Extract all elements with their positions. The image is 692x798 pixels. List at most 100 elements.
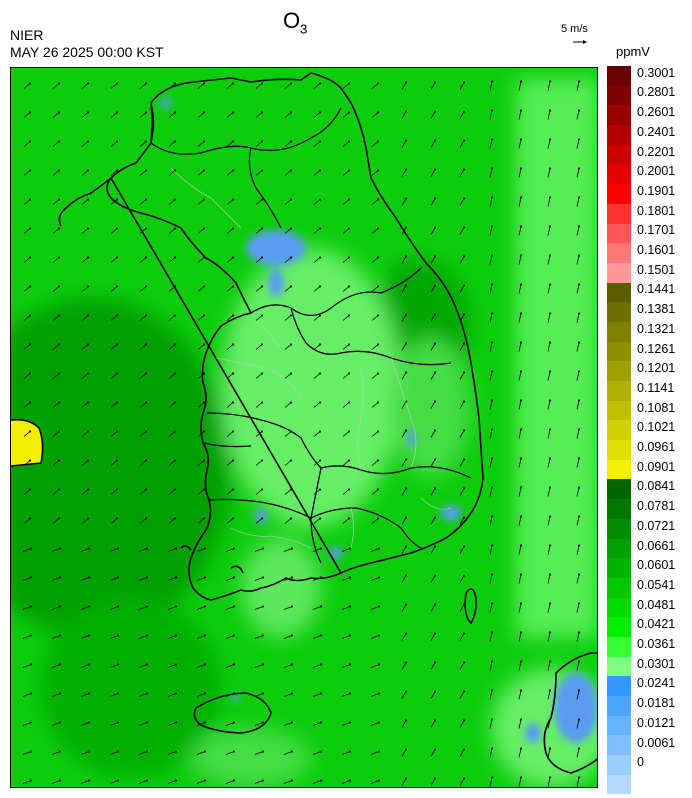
wind-arrow-head: [577, 283, 581, 286]
wind-arrow-head: [144, 82, 148, 85]
wind-arrow: [22, 693, 32, 697]
wind-arrow: [489, 400, 493, 410]
wind-arrow-head: [404, 255, 408, 258]
wind-arrow-head: [348, 721, 352, 724]
wind-arrow: [81, 170, 89, 176]
wind-arrow: [371, 257, 379, 263]
wind-arrow: [371, 315, 379, 321]
wind-arrow-head: [404, 168, 408, 171]
wind-arrow-head: [289, 314, 293, 317]
wind-arrow-head: [318, 82, 322, 85]
wind-arrow-head: [347, 82, 351, 85]
colorbar-tick-label: 0.2601: [637, 105, 676, 120]
wind-arrow-head: [202, 111, 206, 114]
wind-arrow: [489, 545, 493, 555]
wind-arrow: [197, 83, 205, 89]
wind-arrow-head: [577, 80, 581, 83]
wind-arrow: [430, 546, 436, 554]
wind-arrow-head: [433, 139, 437, 142]
wind-arrow: [459, 662, 465, 670]
wind-arrow: [52, 489, 60, 495]
wind-arrow: [167, 606, 177, 610]
wind-arrow: [312, 664, 322, 668]
wind-arrow-head: [318, 372, 322, 375]
wind-arrow-head: [319, 663, 323, 666]
wind-arrow: [313, 257, 321, 263]
wind-arrow: [518, 342, 522, 352]
wind-arrow-head: [404, 284, 408, 287]
wind-arrow-head: [577, 370, 581, 373]
wind-arrow: [371, 518, 379, 524]
wind-arrow-head: [116, 547, 120, 550]
wind-arrow-head: [28, 401, 32, 404]
wind-arrow-head: [115, 343, 119, 346]
wind-arrow-head: [519, 486, 523, 489]
wind-arrow: [139, 170, 147, 176]
wind-arrow-head: [289, 459, 293, 462]
wind-arrow: [313, 112, 321, 118]
wind-arrow: [284, 228, 292, 234]
coastline: [11, 72, 597, 774]
wind-arrow-head: [433, 719, 437, 722]
colorbar-cell: [607, 85, 631, 106]
wind-arrow-head: [433, 342, 437, 345]
wind-arrow: [576, 342, 580, 352]
wind-arrow: [547, 110, 551, 120]
wind-arrow: [518, 487, 522, 497]
wind-arrow: [197, 460, 205, 466]
wind-arrow: [312, 722, 322, 726]
wind-arrow: [284, 257, 292, 263]
ozone-map[interactable]: [10, 67, 598, 788]
wind-arrow: [430, 604, 436, 612]
wind-arrow: [313, 228, 321, 234]
wind-arrow-head: [376, 256, 380, 259]
wind-arrow-head: [433, 313, 437, 316]
wind-arrow: [226, 286, 234, 292]
wind-arrow: [138, 606, 148, 610]
wind-arrow-head: [462, 632, 466, 635]
wind-arrow-head: [348, 779, 352, 782]
wind-arrow-head: [231, 372, 235, 375]
wind-arrow-head: [57, 343, 61, 346]
wind-arrow-head: [462, 400, 466, 403]
wind-arrow: [342, 83, 350, 89]
wind-arrow-head: [260, 459, 264, 462]
wind-arrow: [110, 431, 118, 437]
wind-arrow-head: [462, 371, 466, 374]
wind-arrow-head: [29, 750, 33, 753]
wind-arrow: [139, 228, 147, 234]
wind-arrow-head: [519, 428, 523, 431]
wind-arrow: [371, 373, 379, 379]
wind-arrow: [284, 402, 292, 408]
wind-arrow-head: [261, 750, 265, 753]
wind-arrow-head: [57, 401, 61, 404]
wind-arrow-head: [28, 343, 32, 346]
wind-arrow-head: [404, 661, 408, 664]
wind-arrow: [518, 632, 522, 642]
wind-arrow-head: [260, 111, 264, 114]
wind-arrow: [401, 633, 407, 641]
wind-arrow-head: [115, 169, 119, 172]
wind-arrow-head: [145, 721, 149, 724]
wind-arrow-head: [58, 547, 62, 550]
wind-arrow: [430, 111, 436, 119]
wind-arrow: [255, 257, 263, 263]
wind-arrow: [518, 661, 522, 671]
wind-arrow-head: [173, 343, 177, 346]
wind-arrow: [459, 140, 465, 148]
wind-arrow: [547, 661, 551, 671]
wind-arrow-head: [202, 140, 206, 143]
wind-arrow: [430, 227, 436, 235]
wind-arrow-head: [377, 779, 381, 782]
wind-arrow-head: [86, 256, 90, 259]
wind-arrow: [489, 603, 493, 613]
wind-arrow: [225, 780, 235, 784]
wind-arrow: [81, 518, 89, 524]
wind-arrow-head: [231, 82, 235, 85]
wind-arrow: [313, 344, 321, 350]
wind-arrow: [518, 226, 522, 236]
wind-arrow: [313, 141, 321, 147]
wind-arrow-head: [404, 748, 408, 751]
wind-arrow-head: [87, 663, 91, 666]
wind-arrow-head: [115, 111, 119, 114]
